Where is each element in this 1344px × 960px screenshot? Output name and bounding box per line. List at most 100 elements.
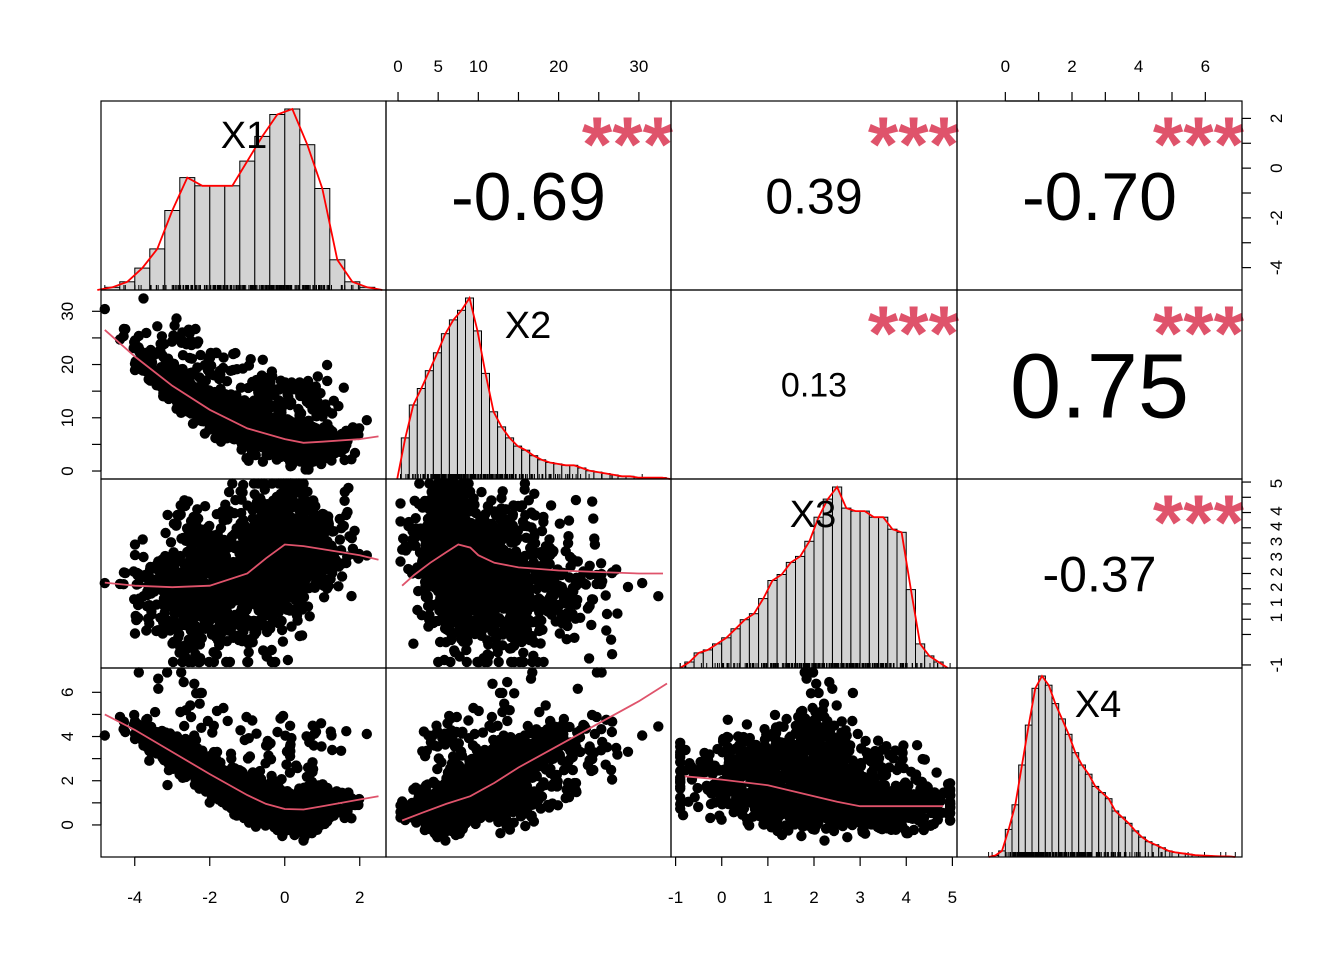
scatter-point — [192, 362, 203, 373]
scatter-point — [286, 621, 297, 632]
scatter-point — [595, 558, 607, 569]
scatter-point — [157, 351, 169, 362]
scatter-point — [277, 636, 289, 647]
scatter-point — [309, 428, 320, 440]
scatter-point — [304, 611, 315, 622]
scatter-point — [250, 517, 261, 529]
scatter-point — [284, 456, 296, 467]
histogram-bar — [209, 185, 226, 291]
scatter-point — [318, 577, 329, 588]
scatter-point — [120, 567, 131, 579]
scatter-point — [176, 334, 187, 345]
histogram-bar — [1091, 785, 1100, 858]
scatter-point — [238, 626, 249, 637]
scatter-point — [180, 570, 191, 582]
scatter-point — [321, 359, 333, 371]
scatter-point — [349, 525, 360, 536]
scatter-point — [284, 497, 295, 509]
histogram-bar — [1118, 816, 1126, 858]
scatter-point — [157, 561, 169, 572]
scatter-point — [168, 636, 179, 648]
histogram-bar — [1024, 724, 1033, 858]
scatter-point — [270, 527, 282, 538]
scatter-point — [216, 420, 227, 432]
scatter-point — [346, 590, 357, 602]
histogram-bar — [448, 319, 458, 480]
histogram-bar — [440, 333, 450, 480]
scatter-point — [250, 537, 261, 548]
scatter-point — [169, 320, 180, 331]
scatter-point — [253, 387, 264, 398]
scatter-point — [294, 630, 305, 642]
scatter-point — [265, 377, 276, 388]
scatter-point — [177, 656, 188, 668]
scatter-point — [254, 439, 265, 450]
scatter-point — [327, 408, 338, 419]
histogram-bar — [424, 370, 434, 480]
scatter-point — [252, 620, 264, 631]
scatter-point — [193, 656, 204, 668]
histogram-bar — [284, 108, 301, 291]
scatter-point — [283, 591, 294, 602]
histogram-bar — [1078, 764, 1086, 858]
scatter-point — [168, 358, 180, 369]
scatter-point — [158, 391, 169, 402]
scatter-point — [258, 645, 269, 656]
scatter-point — [276, 615, 287, 627]
histogram-bar — [1084, 773, 1093, 858]
histogram-bar — [785, 561, 796, 669]
scatter-point — [322, 375, 333, 387]
scatter-point — [333, 581, 344, 592]
scatter-point — [395, 498, 406, 509]
scatter-point — [221, 656, 232, 668]
scatter-point — [563, 531, 574, 542]
scatter-point — [165, 537, 177, 548]
scatter-point — [177, 350, 189, 361]
scatter-point — [137, 534, 148, 545]
scatter-point — [230, 494, 241, 506]
scatter-point — [306, 395, 317, 406]
scatter-point — [219, 597, 230, 608]
scatter-point — [587, 496, 598, 507]
histogram-bar — [739, 619, 750, 669]
scatter-point — [230, 347, 241, 359]
histogram-bar — [1071, 752, 1080, 858]
scatter-point — [272, 592, 284, 603]
scatter-point — [182, 376, 194, 387]
rug-x2 — [400, 474, 643, 479]
histogram-x2 — [400, 297, 667, 480]
histogram-bar — [748, 613, 760, 669]
scatter-point — [319, 515, 330, 526]
scatter-point — [160, 527, 171, 539]
scatter-point — [612, 608, 623, 619]
scatter-point — [264, 399, 276, 410]
scatter-point — [191, 520, 202, 531]
scatter-point — [236, 507, 247, 519]
scatter-point — [277, 441, 288, 452]
scatter-point — [320, 399, 331, 410]
scatter-point — [238, 479, 249, 491]
scatter-point — [194, 372, 205, 383]
scatter-point — [162, 509, 173, 521]
scatter-point — [339, 495, 350, 506]
histogram-bar — [776, 574, 787, 669]
scatter-point — [262, 519, 273, 531]
scatter-point — [242, 439, 253, 450]
scatter-point — [298, 591, 310, 603]
histogram-bar — [1038, 675, 1046, 858]
scatter-point — [199, 501, 211, 512]
scatter-point — [264, 581, 275, 593]
scatter-point — [309, 509, 320, 521]
histogram-bar — [859, 510, 870, 669]
scatter-point — [271, 454, 282, 465]
histogram-bar — [1051, 703, 1060, 858]
scatter-point — [135, 572, 147, 583]
histogram-bar — [758, 598, 769, 669]
scatter-point — [186, 353, 198, 364]
scatter-point — [177, 369, 188, 380]
scatter-point — [302, 462, 313, 473]
scatter-point — [131, 614, 142, 626]
histogram-bar — [1098, 792, 1106, 858]
histogram-bar — [868, 516, 880, 669]
scatter-point — [210, 347, 222, 358]
